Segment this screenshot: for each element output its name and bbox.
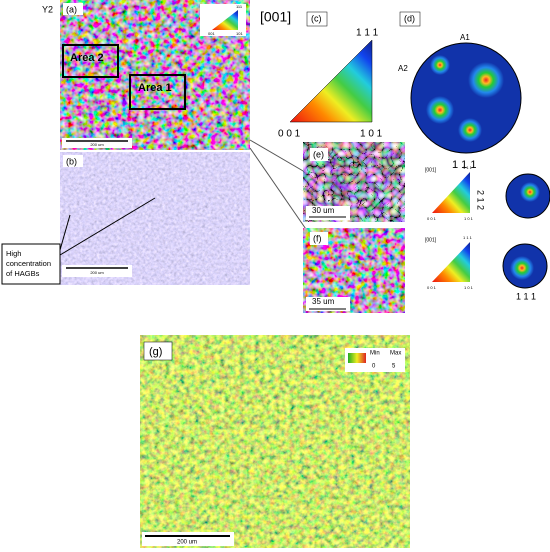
panel-label: (b) <box>66 156 77 166</box>
pole-spot <box>468 62 504 98</box>
label-box <box>399 11 421 27</box>
legend-bar <box>348 353 366 363</box>
panel-label: (a) <box>66 4 77 14</box>
panel-label: (g) <box>149 346 162 358</box>
ipf-legend <box>212 10 238 30</box>
legend-tick: 5 <box>392 364 396 370</box>
pole-mark: A1 <box>460 33 470 42</box>
legend-tick: 001 <box>208 31 215 36</box>
label-box <box>63 155 83 167</box>
corner-label: 0 0 1 <box>278 129 301 140</box>
arrow <box>59 197 156 256</box>
pole-spot <box>430 55 450 75</box>
panel-label: (f) <box>313 233 322 243</box>
connector <box>249 147 311 236</box>
corner-label: 1 1 1 <box>356 28 379 39</box>
legend-name: Max <box>390 351 401 357</box>
panel-label: (e) <box>313 149 324 159</box>
micrograph <box>60 152 250 285</box>
note: High <box>6 249 21 258</box>
pole-spot <box>520 182 540 202</box>
corner-label: 1 1 1 <box>463 235 473 240</box>
area-box <box>129 74 186 110</box>
plane-label: 2 1 2 <box>476 190 486 210</box>
label-box <box>63 3 83 15</box>
legend-tick: 0 <box>372 364 376 370</box>
axis-label: Y2 <box>42 4 53 14</box>
pole-label: 1 1 1 <box>516 291 536 301</box>
label-box <box>143 341 173 361</box>
arrow <box>59 214 71 251</box>
note: of HAGBs <box>6 269 40 278</box>
legend-box <box>200 4 246 36</box>
pole-spot <box>426 96 454 124</box>
direction: [001] <box>425 237 437 243</box>
pole-spot <box>458 118 482 142</box>
area-label: Area 1 <box>138 82 172 94</box>
ipf-triangle <box>289 39 373 123</box>
direction: [001] <box>260 9 291 25</box>
label-box <box>310 148 328 161</box>
corner-label: 1 0 1 <box>360 129 383 140</box>
scale-box <box>62 138 132 148</box>
pole-spot <box>510 256 534 280</box>
scale-label: 35 um <box>312 297 335 306</box>
scale-box <box>306 297 350 311</box>
ipf-triangle <box>432 242 470 282</box>
legend-name: Min <box>370 351 380 357</box>
ipf-triangle <box>432 172 470 213</box>
legend-tick: 111 <box>236 4 243 9</box>
scale-label: 200 um <box>90 270 104 275</box>
note: concentration <box>6 259 51 268</box>
area-box <box>62 44 119 78</box>
area-label: Area 2 <box>70 52 104 64</box>
scale-label: 200 um <box>90 142 104 147</box>
direction: [001] <box>425 167 437 173</box>
corner-label: 0 0 1 <box>427 216 437 221</box>
pole-mark: A2 <box>398 64 408 73</box>
label-box <box>310 232 328 245</box>
corner-label: 0 0 1 <box>427 285 437 290</box>
corner-label: 1 1 1 <box>463 165 473 170</box>
legend-tick: 101 <box>236 31 243 36</box>
panel-label: (c) <box>311 13 322 23</box>
corner-label: 1 0 1 <box>464 216 474 221</box>
scale-label: 30 um <box>312 206 335 215</box>
label-box <box>306 11 328 27</box>
pole-label: 1 1 1 <box>452 159 476 171</box>
panel-label: (d) <box>404 13 415 23</box>
connector <box>249 139 311 176</box>
note-box <box>1 243 61 285</box>
scale-label: 200 um <box>177 540 197 546</box>
corner-label: 1 0 1 <box>464 285 474 290</box>
